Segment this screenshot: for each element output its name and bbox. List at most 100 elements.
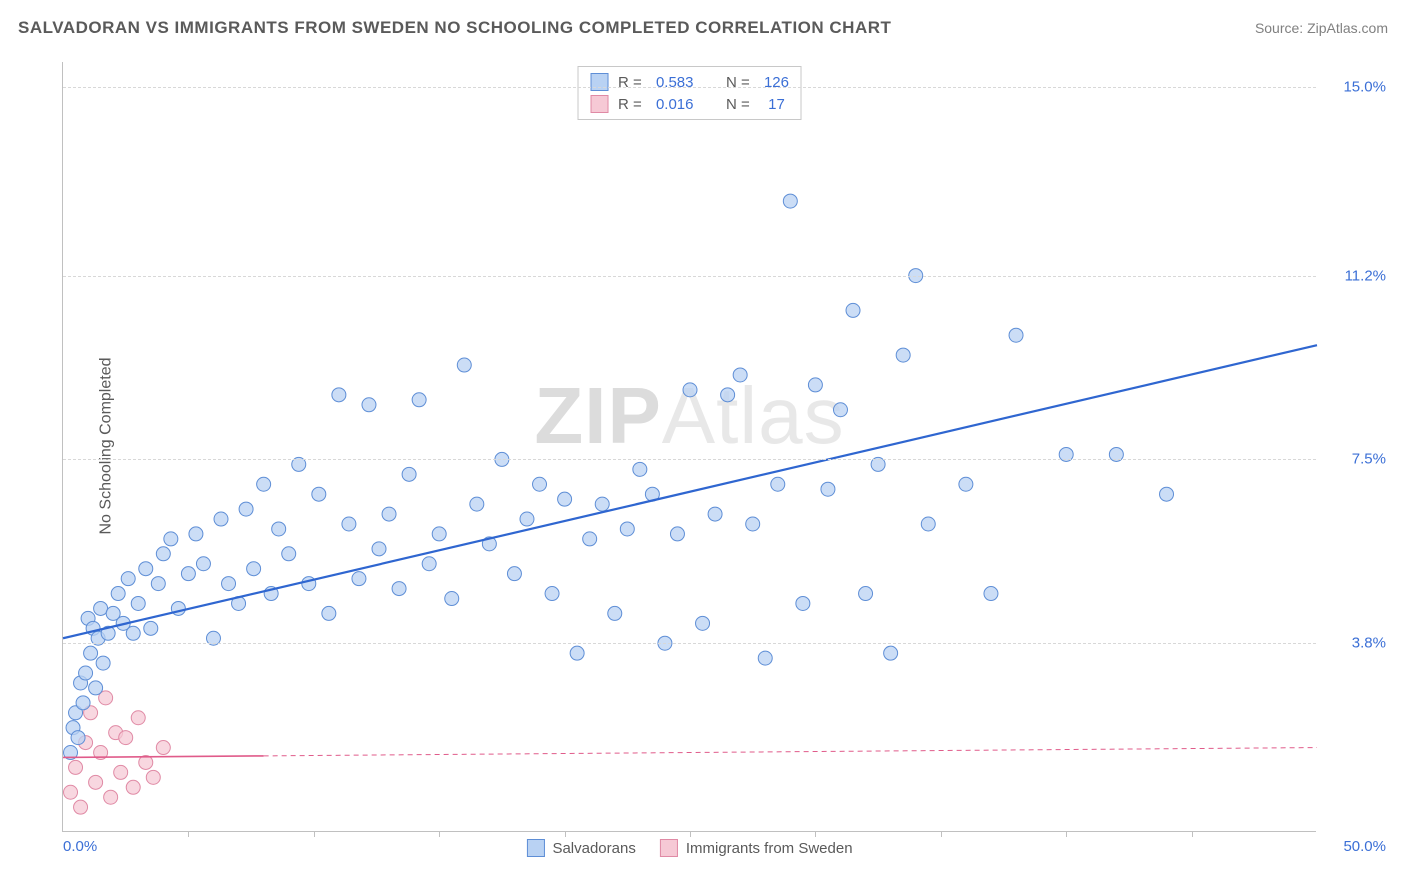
data-point	[608, 606, 622, 620]
data-point	[126, 780, 140, 794]
data-point	[139, 562, 153, 576]
data-point	[746, 517, 760, 531]
data-point	[111, 587, 125, 601]
data-point	[1009, 328, 1023, 342]
data-point	[683, 383, 697, 397]
data-point	[670, 527, 684, 541]
data-point	[583, 532, 597, 546]
data-point	[620, 522, 634, 536]
swatch-sweden	[590, 95, 608, 113]
data-point	[312, 487, 326, 501]
data-point	[94, 601, 108, 615]
data-point	[402, 467, 416, 481]
data-point	[131, 596, 145, 610]
data-point	[470, 497, 484, 511]
trend-line	[264, 748, 1317, 756]
data-point	[144, 621, 158, 635]
chart-header: SALVADORAN VS IMMIGRANTS FROM SWEDEN NO …	[18, 18, 1388, 38]
data-point	[96, 656, 110, 670]
data-point	[151, 577, 165, 591]
data-point	[796, 596, 810, 610]
data-point	[272, 522, 286, 536]
data-point	[196, 557, 210, 571]
data-point	[64, 785, 78, 799]
data-point	[114, 765, 128, 779]
data-point	[362, 398, 376, 412]
swatch-salvadorans-2	[526, 839, 544, 857]
x-tick	[690, 831, 691, 837]
y-tick-label: 11.2%	[1326, 267, 1386, 284]
data-point	[332, 388, 346, 402]
data-point	[721, 388, 735, 402]
sweden-n: 17	[764, 96, 785, 113]
legend-series: Salvadorans Immigrants from Sweden	[526, 839, 852, 857]
data-point	[808, 378, 822, 392]
data-point	[156, 741, 170, 755]
data-point	[545, 587, 559, 601]
data-point	[708, 507, 722, 521]
legend-stats-row-sweden: R = 0.016 N = 17	[590, 93, 789, 115]
data-point	[189, 527, 203, 541]
data-point	[69, 760, 83, 774]
data-point	[445, 592, 459, 606]
data-point	[859, 587, 873, 601]
x-tick	[941, 831, 942, 837]
data-point	[74, 800, 88, 814]
data-point	[104, 790, 118, 804]
x-tick	[1066, 831, 1067, 837]
legend-item-sweden: Immigrants from Sweden	[660, 839, 853, 857]
data-point	[79, 666, 93, 680]
data-point	[783, 194, 797, 208]
data-point	[164, 532, 178, 546]
data-point	[558, 492, 572, 506]
data-point	[896, 348, 910, 362]
y-tick-label: 7.5%	[1326, 451, 1386, 468]
x-tick	[1192, 831, 1193, 837]
y-tick-label: 3.8%	[1326, 635, 1386, 652]
data-point	[533, 477, 547, 491]
legend-stats: R = 0.583 N = 126 R = 0.016 N = 17	[577, 66, 802, 120]
data-point	[412, 393, 426, 407]
data-point	[959, 477, 973, 491]
data-point	[247, 562, 261, 576]
data-point	[758, 651, 772, 665]
data-point	[156, 547, 170, 561]
data-point	[282, 547, 296, 561]
chart-plot-area: ZIPAtlas R = 0.583 N = 126 R = 0.016 N =…	[62, 62, 1316, 832]
data-point	[71, 731, 85, 745]
data-point	[84, 646, 98, 660]
swatch-salvadorans	[590, 73, 608, 91]
data-point	[131, 711, 145, 725]
legend-stats-row-salvadorans: R = 0.583 N = 126	[590, 71, 789, 93]
gridline	[63, 276, 1316, 277]
data-point	[821, 482, 835, 496]
data-point	[352, 572, 366, 586]
data-point	[222, 577, 236, 591]
data-point	[457, 358, 471, 372]
x-tick	[439, 831, 440, 837]
data-point	[633, 462, 647, 476]
data-point	[733, 368, 747, 382]
x-axis-min-label: 0.0%	[63, 838, 97, 855]
data-point	[846, 303, 860, 317]
gridline	[63, 643, 1316, 644]
data-point	[984, 587, 998, 601]
x-tick	[815, 831, 816, 837]
x-tick	[565, 831, 566, 837]
data-point	[76, 696, 90, 710]
x-tick	[188, 831, 189, 837]
data-point	[322, 606, 336, 620]
trend-line	[63, 756, 264, 758]
chart-svg	[63, 62, 1316, 831]
data-point	[570, 646, 584, 660]
data-point	[771, 477, 785, 491]
data-point	[214, 512, 228, 526]
y-tick-label: 15.0%	[1326, 78, 1386, 95]
data-point	[507, 567, 521, 581]
data-point	[382, 507, 396, 521]
x-axis-max-label: 50.0%	[1326, 838, 1386, 855]
data-point	[239, 502, 253, 516]
data-point	[257, 477, 271, 491]
x-tick	[314, 831, 315, 837]
data-point	[432, 527, 446, 541]
